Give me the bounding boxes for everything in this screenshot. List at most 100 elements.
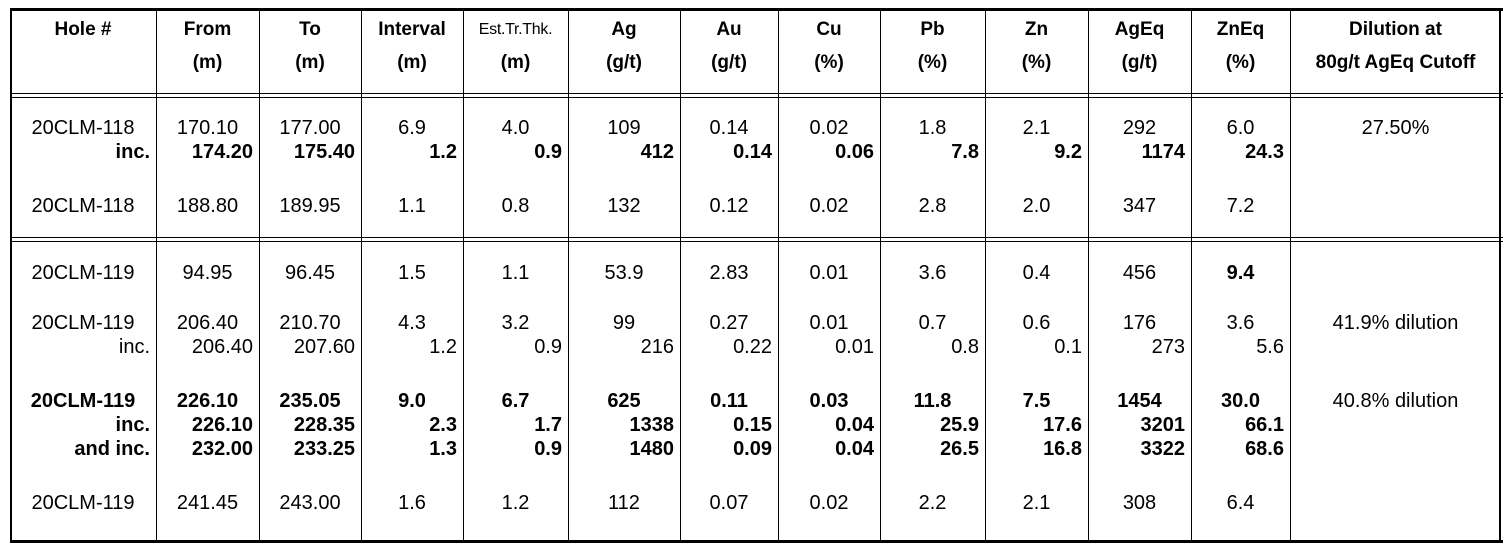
table-cell: 273: [1151, 336, 1185, 358]
table-cell: 241.45: [176, 492, 239, 514]
table-cell: 189.95: [279, 195, 341, 217]
table-cell: 0.9: [534, 438, 562, 460]
table-cell: 292: [1122, 117, 1157, 139]
header-rule: [10, 97, 1503, 98]
table-cell: 233.25: [293, 438, 355, 460]
column-header: Cu (%): [778, 13, 880, 79]
table-cell: 132: [607, 195, 641, 217]
table-cell: 6.0: [1226, 117, 1255, 139]
column-header-line1: AgEq: [1114, 19, 1165, 40]
hole-id: 20CLM-119: [31, 492, 135, 514]
dilution-value: 40.8% dilution: [1332, 390, 1459, 412]
table-cell: 1.3: [429, 438, 457, 460]
table-cell: 2.2: [918, 492, 947, 514]
column-header-line2: (m): [500, 52, 531, 73]
column-header-line2: (%): [1225, 52, 1256, 73]
table-cell: 7.2: [1226, 195, 1255, 217]
table-cell: 3.6: [1226, 312, 1255, 334]
table-cell: 206.40: [176, 312, 239, 334]
table-cell: 9.2: [1054, 141, 1082, 163]
table-cell: 174.20: [191, 141, 253, 163]
column-header: From (m): [156, 13, 259, 79]
table-cell: 7.8: [951, 141, 979, 163]
column-divider: [985, 11, 986, 540]
table-cell: 0.04: [835, 438, 874, 460]
hole-id: 20CLM-119: [31, 262, 135, 284]
table-cell: 1174: [1141, 141, 1185, 163]
table-cell: 3322: [1140, 438, 1186, 460]
table-cell: 5.6: [1256, 336, 1284, 358]
column-header-line1: Zn: [1024, 19, 1049, 40]
column-divider: [880, 11, 881, 540]
table-cell: 3.2: [501, 312, 530, 334]
column-header-line1: Au: [716, 19, 742, 40]
table-cell: 17.6: [1043, 414, 1082, 436]
column-divider: [10, 11, 12, 540]
table-cell: 232.00: [191, 438, 253, 460]
table-cell: 9.0: [398, 390, 426, 412]
table-cell: 6.9: [398, 117, 426, 139]
column-header: Au (g/t): [680, 13, 778, 79]
column-header: Hole #: [10, 13, 156, 46]
column-divider: [361, 11, 362, 540]
column-header-line1: Ag: [611, 19, 637, 40]
table-cell: 25.9: [940, 414, 979, 436]
column-header: Zn (%): [985, 13, 1088, 79]
table-cell: 96.45: [284, 262, 336, 284]
column-header-line2: (g/t): [711, 52, 747, 73]
column-header-line1: Hole #: [54, 19, 112, 40]
table-cell: 1.7: [534, 414, 562, 436]
header-rule: [10, 93, 1503, 94]
table-cell: 53.9: [604, 262, 644, 284]
table-cell: 0.12: [709, 195, 749, 217]
table-cell: 1.6: [398, 492, 426, 514]
column-divider: [1088, 11, 1089, 540]
table-cell: 0.02: [809, 117, 849, 139]
table-cell: 0.04: [835, 414, 874, 436]
hole-sub-label: inc.: [115, 141, 150, 163]
column-divider: [259, 11, 260, 540]
hole-sub-label: inc.: [118, 336, 150, 358]
table-cell: 0.14: [733, 141, 772, 163]
table-cell: 0.06: [835, 141, 874, 163]
table-cell: 207.60: [293, 336, 355, 358]
hole-id: 20CLM-118: [31, 195, 135, 217]
table-cell: 4.0: [501, 117, 530, 139]
table-cell: 109: [607, 117, 641, 139]
table-cell: 2.1: [1022, 492, 1051, 514]
table-cell: 0.27: [709, 312, 749, 334]
column-header-line2: (%): [814, 52, 844, 73]
hole-sub-label: and inc.: [74, 438, 150, 460]
table-cell: 1.5: [398, 262, 426, 284]
table-cell: 1.2: [429, 141, 457, 163]
table-cell: 456: [1122, 262, 1157, 284]
hole-id: 20CLM-118: [31, 117, 135, 139]
table-cell: 3201: [1140, 414, 1186, 436]
table-cell: 4.3: [398, 312, 426, 334]
table-cell: 226.10: [191, 414, 253, 436]
table-cell: 0.07: [709, 492, 749, 514]
table-cell: 175.40: [293, 141, 355, 163]
table-cell: 1.2: [429, 336, 457, 358]
table-cell: 0.22: [733, 336, 772, 358]
column-header: Pb (%): [880, 13, 985, 79]
group-rule: [10, 241, 1503, 242]
table-cell: 228.35: [293, 414, 355, 436]
table-cell: 177.00: [279, 117, 341, 139]
column-header-line2: (m): [192, 52, 223, 73]
table-cell: 0.15: [733, 414, 772, 436]
table-cell: 26.5: [940, 438, 979, 460]
column-header-line2: 80g/t AgEq Cutoff: [1315, 52, 1476, 73]
table-cell: 24.3: [1245, 141, 1284, 163]
table-cell: 1338: [629, 414, 675, 436]
table-cell: 0.6: [1022, 312, 1051, 334]
table-cell: 412: [640, 141, 674, 163]
table-cell: 176: [1122, 312, 1157, 334]
column-header-line1: Pb: [920, 19, 945, 40]
table-cell: 30.0: [1221, 390, 1260, 412]
table-cell: 235.05: [279, 390, 341, 412]
column-header-line2: (g/t): [1121, 52, 1158, 73]
column-divider: [778, 11, 779, 540]
table-cell: 0.8: [501, 195, 530, 217]
table-cell: 1.1: [501, 262, 530, 284]
